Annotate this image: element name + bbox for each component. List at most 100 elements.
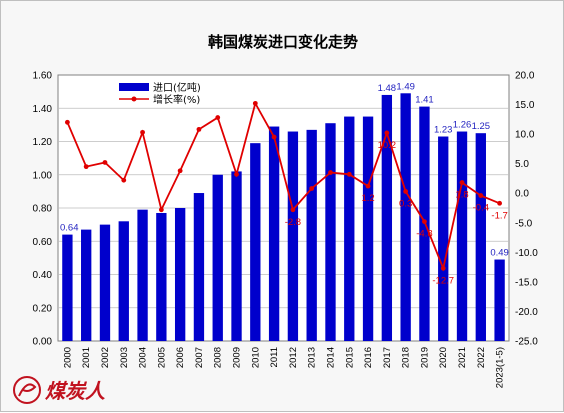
x-tick-label: 2008 <box>213 347 224 368</box>
y-right-tick-label: 20.0 <box>515 71 535 82</box>
y-left-tick-label: 0.80 <box>33 204 53 215</box>
y-left-tick-label: 0.40 <box>33 270 53 281</box>
bar <box>137 209 148 341</box>
y-left-tick-label: 1.00 <box>33 170 53 181</box>
bar <box>99 224 111 341</box>
y-left-tick-label: 1.60 <box>33 71 53 82</box>
x-tick-label: 2006 <box>175 347 186 368</box>
growth-value-label: -12.7 <box>432 275 454 286</box>
bar <box>362 116 374 341</box>
growth-point <box>252 100 258 106</box>
growth-point <box>328 170 333 175</box>
bar <box>250 143 261 341</box>
bar-value-label: 1.49 <box>396 81 415 92</box>
logo-text: 煤炭人 <box>45 379 106 403</box>
bar <box>156 212 167 341</box>
x-tick-label: 2005 <box>156 347 167 368</box>
x-tick-label: 2020 <box>438 347 449 368</box>
line-series <box>64 100 503 272</box>
growth-point <box>271 134 277 140</box>
bar <box>344 116 355 341</box>
x-tick-label: 2019 <box>419 347 430 368</box>
x-tick-label: 2000 <box>62 347 73 368</box>
growth-point <box>384 130 390 136</box>
x-tick-label: 2010 <box>250 347 261 368</box>
bar <box>81 229 92 341</box>
x-tick-label: 2018 <box>401 347 412 368</box>
growth-point <box>478 193 484 198</box>
x-tick-label: 2022 <box>476 347 487 368</box>
growth-point <box>422 219 427 224</box>
x-tick-label: 2004 <box>138 347 149 368</box>
data-labels: 0.64 1.48 1.491.41 1.23 1.26 1.25 0.49 -2.8 1.2 1… <box>60 81 509 286</box>
x-tick-label: 2011 <box>269 347 280 367</box>
bar-value-label: 1.26 <box>453 120 472 131</box>
axes: 0.00 0.20 0.40 0.60 0.80 1.00 1.20 1.40 1.60 -25.… <box>33 71 539 389</box>
legend-line-marker <box>131 96 137 102</box>
growth-value-label: -1.7 <box>491 210 507 221</box>
growth-line <box>66 100 500 272</box>
growth-value-label: -2.8 <box>285 217 301 228</box>
y-left-tick-label: 0.00 <box>33 337 53 348</box>
growth-point <box>83 164 89 170</box>
y-right-tick-label: 15.0 <box>515 100 535 111</box>
logo: 煤炭人 <box>13 376 106 404</box>
growth-point <box>497 200 503 206</box>
bar <box>400 93 411 341</box>
y-right-tick-label: -20.0 <box>515 307 538 318</box>
bar <box>325 123 336 342</box>
growth-point <box>365 183 371 189</box>
growth-value-label: 1.2 <box>361 193 374 204</box>
growth-point <box>309 186 315 191</box>
bar <box>381 94 393 341</box>
bar <box>475 133 486 341</box>
growth-point <box>196 126 202 132</box>
growth-point <box>121 177 127 183</box>
x-tick-label: 2023(1-5) <box>495 347 506 388</box>
y-left-tick-label: 0.20 <box>33 303 53 314</box>
bar <box>62 234 73 341</box>
bar-value-label: 1.48 <box>378 83 397 94</box>
y-right-tick-label: -25.0 <box>515 337 538 348</box>
growth-point <box>459 180 465 185</box>
bar <box>118 221 129 341</box>
bar-value-label: 1.25 <box>472 121 491 132</box>
x-tick-label: 2013 <box>307 347 318 368</box>
legend-line-label: 增长率(%) <box>153 93 200 106</box>
legend: 进口(亿吨) 增长率(%) <box>119 81 201 106</box>
chart-title: 韩国煤炭进口变化走势 <box>208 33 358 51</box>
x-tick-label: 2002 <box>100 347 111 368</box>
growth-point <box>346 171 352 177</box>
growth-value-label: 1.8 <box>455 190 468 201</box>
bar <box>287 131 299 341</box>
bar <box>456 131 468 341</box>
growth-point <box>290 207 296 213</box>
bar-value-label: 0.64 <box>60 223 79 234</box>
bar-value-label: 1.23 <box>434 125 453 136</box>
growth-point <box>140 129 145 135</box>
x-tick-label: 2015 <box>344 347 355 368</box>
y-right-tick-label: -10.0 <box>515 248 538 259</box>
y-right-tick-label: 10.0 <box>515 130 535 141</box>
x-tick-label: 2017 <box>382 347 393 368</box>
growth-point <box>440 265 446 271</box>
y-right-tick-label: -5.0 <box>515 218 533 229</box>
bar <box>193 193 205 341</box>
growth-value-label: -0.4 <box>473 203 489 214</box>
growth-point <box>234 171 239 177</box>
grid <box>57 74 510 342</box>
x-tick-label: 2001 <box>81 347 92 368</box>
logo-mark-icon <box>13 376 41 404</box>
bar <box>438 136 449 341</box>
x-tick-label: 2009 <box>232 347 243 368</box>
y-left-tick-label: 1.40 <box>33 104 53 115</box>
bar-value-label: 0.49 <box>490 248 509 259</box>
x-tick-label: 2016 <box>363 347 374 368</box>
growth-point <box>215 115 221 120</box>
x-tick-label: 2012 <box>288 347 299 368</box>
y-right-tick-label: 5.0 <box>515 159 529 170</box>
growth-point <box>102 160 108 165</box>
bar-value-label: 1.41 <box>415 95 434 106</box>
